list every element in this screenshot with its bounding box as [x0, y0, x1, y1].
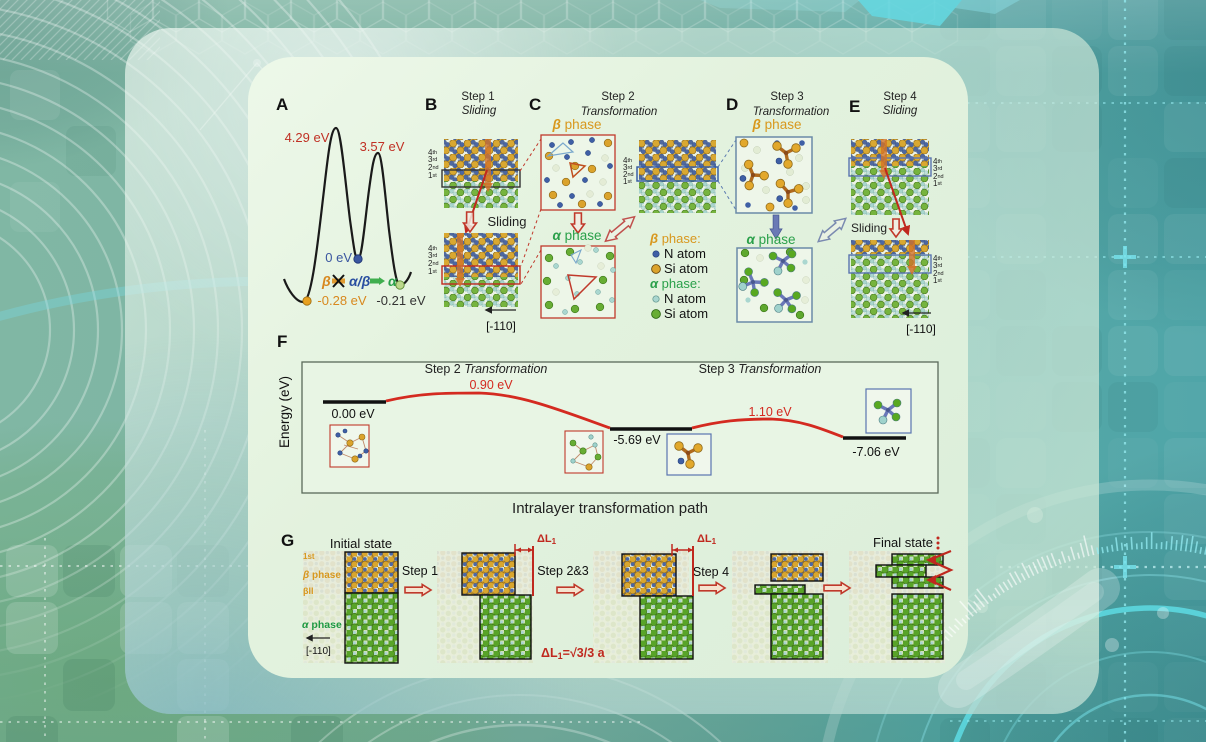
svg-text:Final state: Final state [873, 535, 933, 550]
svg-text:1st: 1st [933, 179, 942, 188]
svg-text:Intralayer transformation path: Intralayer transformation path [512, 500, 708, 517]
svg-text:Sliding: Sliding [851, 221, 887, 235]
svg-text:1st: 1st [428, 171, 437, 180]
svg-text:β phase: β phase [752, 117, 802, 132]
svg-text:Transformation: Transformation [581, 106, 657, 118]
svg-text:0.00 eV: 0.00 eV [331, 407, 375, 421]
svg-text:α phase: α phase [553, 228, 602, 243]
svg-text:2nd: 2nd [428, 259, 439, 268]
svg-text:2nd: 2nd [933, 269, 944, 278]
svg-text:Si atom: Si atom [664, 306, 708, 321]
svg-text:β: β [321, 273, 331, 289]
svg-text:α phase:: α phase: [650, 276, 701, 291]
svg-text:4th: 4th [428, 244, 437, 253]
svg-text:Step 3: Step 3 [770, 91, 803, 103]
svg-text:2nd: 2nd [933, 172, 944, 181]
svg-text:2nd: 2nd [623, 170, 634, 179]
svg-text:0.90 eV: 0.90 eV [469, 378, 513, 392]
svg-text:ΔL1=√3/3 a: ΔL1=√3/3 a [541, 646, 606, 661]
svg-text:1st: 1st [933, 276, 942, 285]
svg-text:4th: 4th [933, 157, 942, 166]
svg-text:Step 3 Transformation: Step 3 Transformation [699, 362, 822, 376]
svg-text:[-110]: [-110] [906, 322, 936, 336]
svg-text:G: G [281, 531, 294, 550]
svg-text:1st: 1st [303, 552, 315, 561]
svg-text:Step 1: Step 1 [402, 564, 438, 578]
svg-text:D: D [726, 95, 738, 114]
svg-text:4th: 4th [623, 156, 632, 165]
svg-text:-7.06 eV: -7.06 eV [852, 445, 900, 459]
svg-text:Step 2 Transformation: Step 2 Transformation [425, 362, 548, 376]
svg-text:A: A [276, 95, 288, 114]
svg-text:Si atom: Si atom [664, 261, 708, 276]
svg-text:B: B [425, 95, 437, 114]
svg-text:1st: 1st [428, 267, 437, 276]
svg-text:βII: βII [303, 586, 314, 596]
svg-text:2nd: 2nd [428, 163, 439, 172]
svg-text:Energy (eV): Energy (eV) [277, 376, 292, 448]
svg-text:-5.69 eV: -5.69 eV [613, 433, 661, 447]
svg-text:Sliding: Sliding [487, 214, 526, 229]
svg-text:β phase: β phase [302, 570, 341, 581]
svg-text:ΔL1: ΔL1 [537, 533, 557, 546]
svg-text:Sliding: Sliding [462, 105, 497, 117]
svg-text:N atom: N atom [664, 291, 706, 306]
svg-text:Step 4: Step 4 [693, 565, 729, 579]
svg-text:ΔL1: ΔL1 [697, 533, 717, 546]
svg-text:3rd: 3rd [933, 164, 942, 173]
svg-text:Step 2&3: Step 2&3 [537, 564, 588, 578]
svg-text:3rd: 3rd [428, 251, 437, 260]
svg-text:1st: 1st [623, 177, 632, 186]
svg-text:4.29 eV: 4.29 eV [285, 130, 330, 145]
svg-text:α phase: α phase [747, 232, 796, 247]
svg-text:α/β: α/β [349, 273, 371, 289]
svg-text:1.10 eV: 1.10 eV [748, 405, 792, 419]
svg-text:Step 2: Step 2 [601, 91, 634, 103]
svg-text:-0.28 eV: -0.28 eV [317, 293, 366, 308]
svg-text:Initial state: Initial state [330, 536, 392, 551]
svg-text:Transformation: Transformation [753, 106, 829, 118]
svg-text:E: E [849, 97, 860, 116]
svg-text:α phase: α phase [302, 619, 342, 631]
svg-text:F: F [277, 332, 287, 351]
svg-text:4th: 4th [933, 254, 942, 263]
svg-text:[-110]: [-110] [306, 646, 331, 657]
svg-text:α: α [388, 273, 398, 289]
svg-text:0 eV: 0 eV [325, 250, 352, 265]
svg-text:3rd: 3rd [933, 261, 942, 270]
svg-text:3.57 eV: 3.57 eV [360, 139, 405, 154]
svg-text:[-110]: [-110] [486, 319, 516, 333]
svg-text:β phase: β phase [552, 117, 602, 132]
svg-text:3rd: 3rd [623, 163, 632, 172]
svg-text:C: C [529, 95, 541, 114]
svg-text:β phase:: β phase: [649, 231, 701, 246]
svg-text:Sliding: Sliding [883, 105, 918, 117]
svg-text:4th: 4th [428, 148, 437, 157]
svg-text:Step 1: Step 1 [461, 91, 494, 103]
svg-text:N atom: N atom [664, 246, 706, 261]
svg-text:3rd: 3rd [428, 155, 437, 164]
svg-text:Step 4: Step 4 [883, 91, 917, 103]
svg-text:-0.21 eV: -0.21 eV [376, 293, 425, 308]
